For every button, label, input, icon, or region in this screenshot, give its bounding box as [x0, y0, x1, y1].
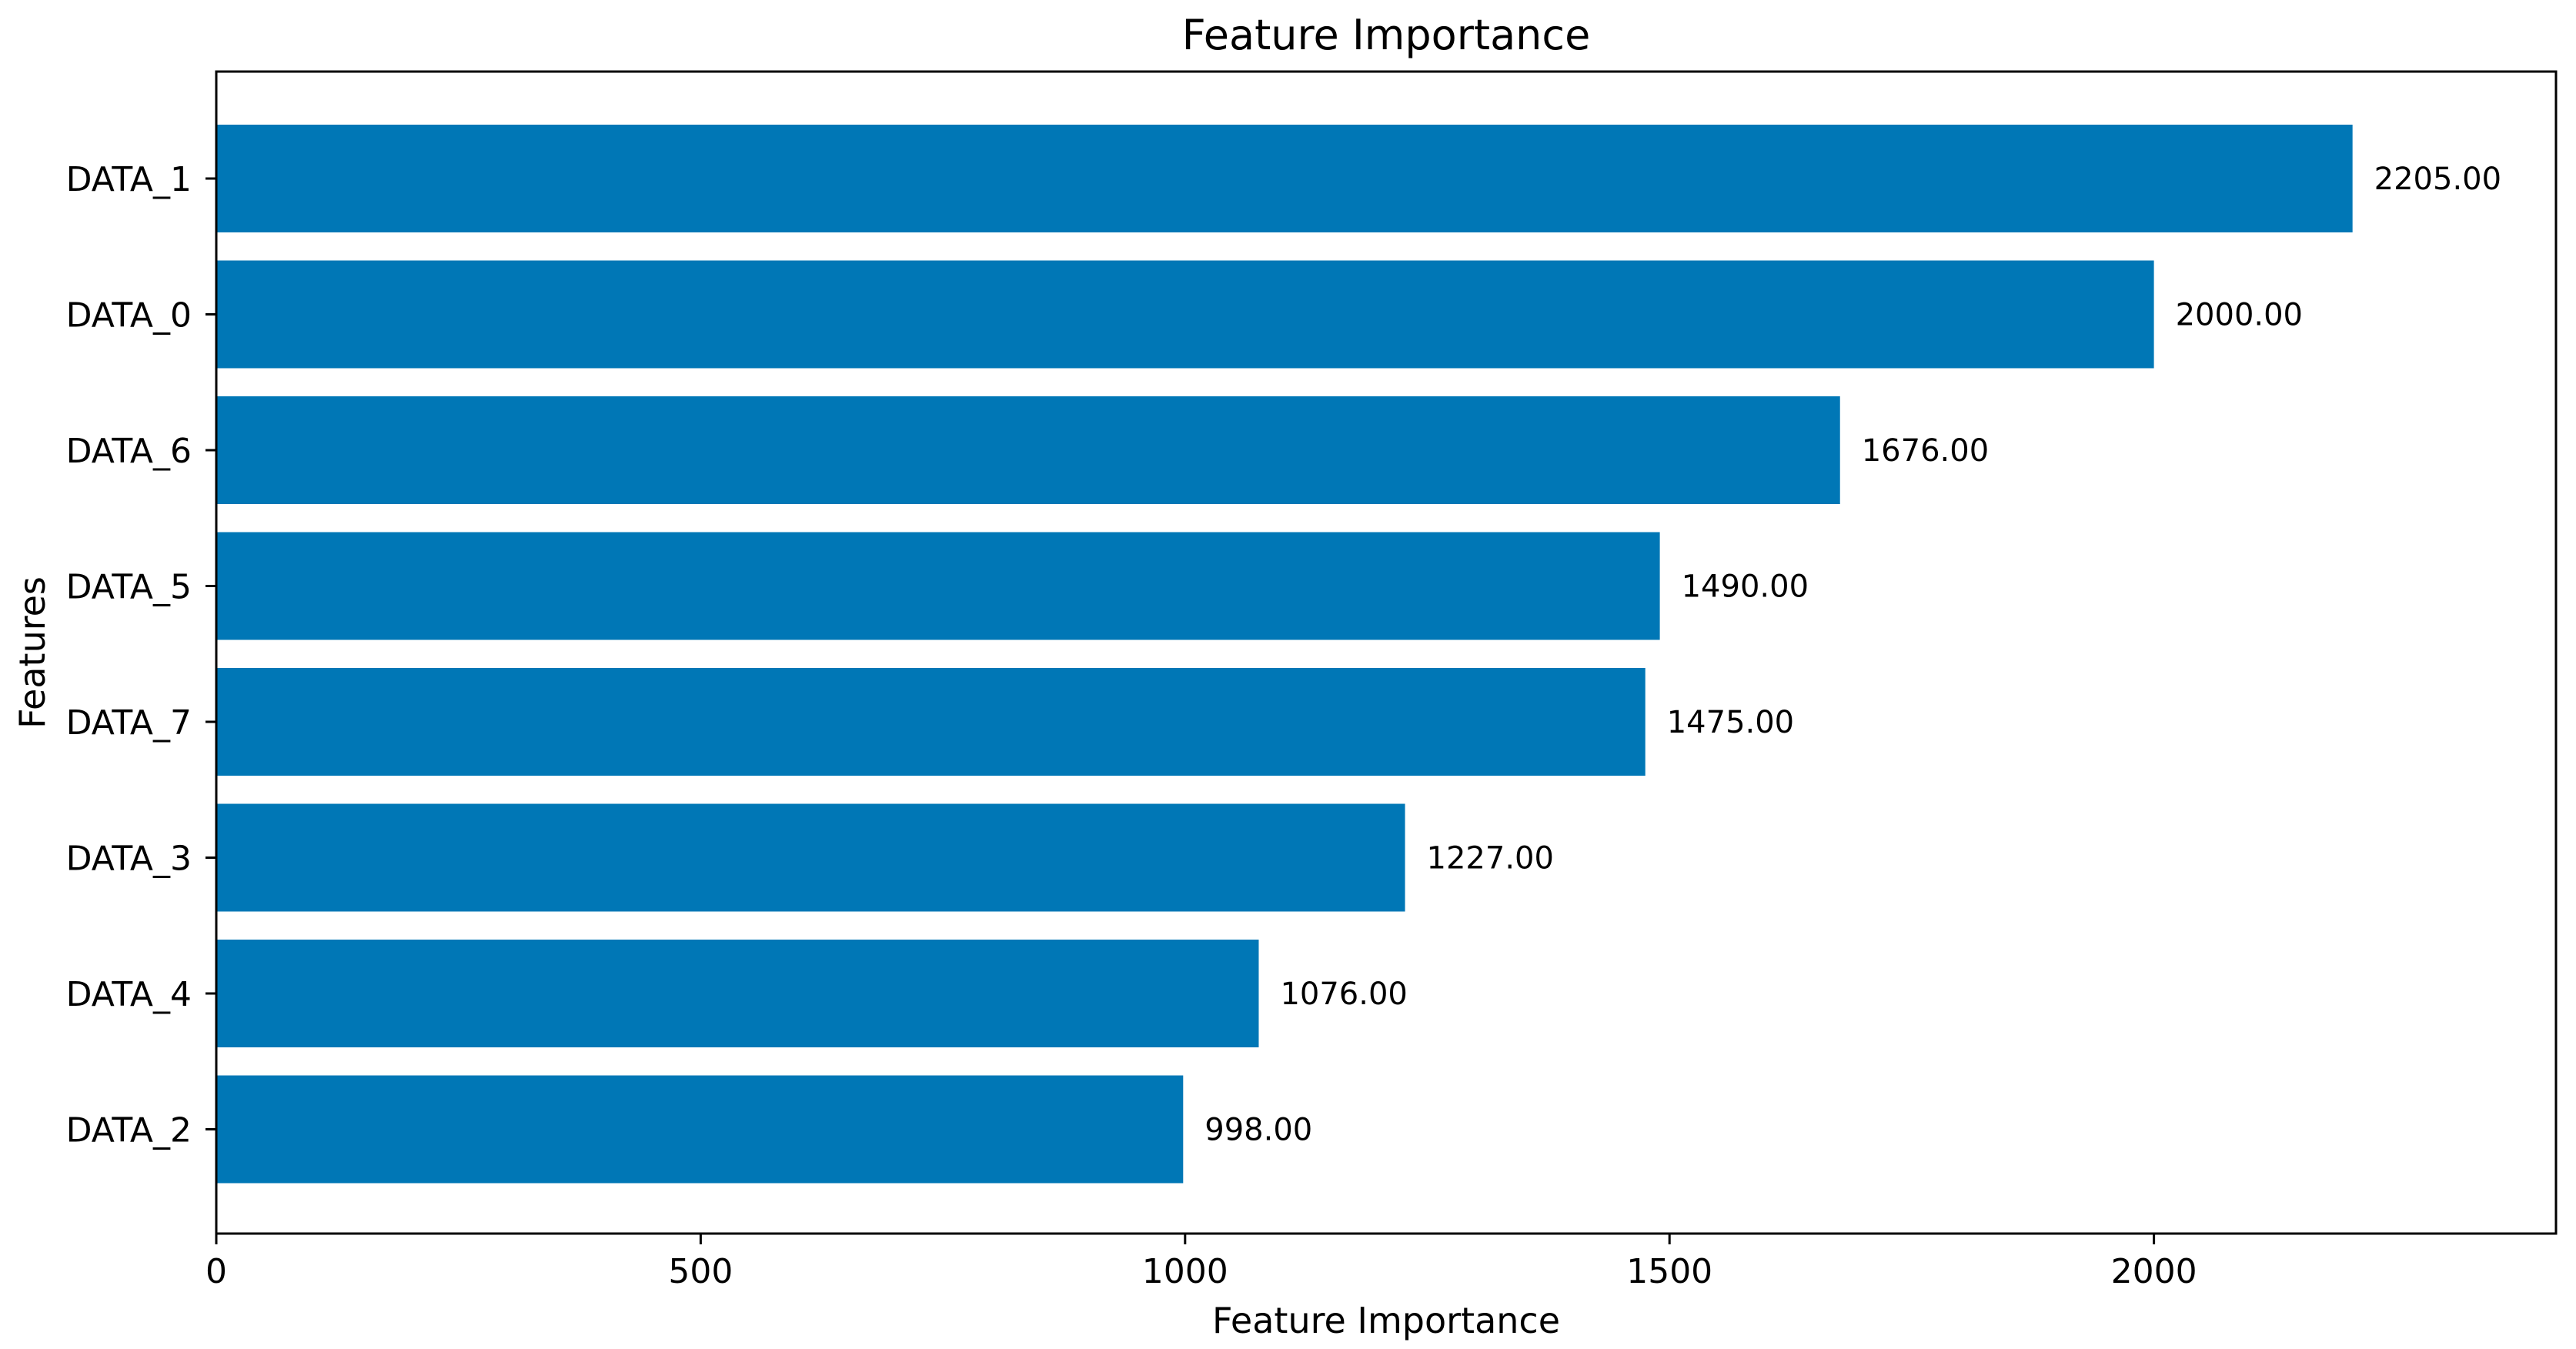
bar-data-3	[216, 803, 1405, 912]
bar-data-0	[216, 260, 2154, 369]
x-axis-ticks: 0 500 1000 1500 2000	[205, 1234, 2197, 1291]
bar-data-6	[216, 396, 1840, 504]
chart-title: Feature Importance	[1182, 11, 1591, 59]
x-tick-label: 0	[205, 1252, 227, 1291]
y-axis-ticks: DATA_1 DATA_0 DATA_6 DATA_5 DATA_7 DATA_3 DATA…	[66, 160, 216, 1150]
y-tick-label: DATA_2	[66, 1111, 192, 1150]
x-tick-label: 1000	[1142, 1252, 1228, 1291]
data-label: 2205.00	[2374, 162, 2501, 197]
data-label: 1227.00	[1427, 841, 1554, 877]
y-tick-label: DATA_7	[66, 703, 192, 743]
data-label: 998.00	[1204, 1113, 1312, 1148]
data-labels-layer: 2205.00 2000.00 1676.00 1490.00 1475.00 1227.…	[1204, 162, 2501, 1148]
y-tick-label: DATA_0	[66, 296, 192, 336]
bar-data-5	[216, 532, 1660, 640]
data-label: 1475.00	[1667, 705, 1794, 740]
y-tick-label: DATA_5	[66, 568, 192, 607]
y-tick-label: DATA_3	[66, 840, 192, 879]
data-label: 1076.00	[1280, 977, 1407, 1012]
x-axis-label: Feature Importance	[1212, 1300, 1560, 1341]
x-tick-label: 500	[668, 1252, 733, 1291]
x-tick-label: 1500	[1626, 1252, 1712, 1291]
plot-frame	[215, 70, 2558, 1235]
data-label: 1490.00	[1682, 569, 1809, 605]
bar-data-7	[216, 668, 1645, 776]
bars-layer	[216, 125, 2353, 1184]
bar-data-4	[216, 940, 1259, 1047]
bar-data-2	[216, 1075, 1184, 1184]
y-tick-label: DATA_4	[66, 975, 192, 1014]
y-tick-label: DATA_1	[66, 160, 192, 199]
bar-data-1	[216, 125, 2353, 232]
data-label: 1676.00	[1862, 433, 1989, 469]
x-tick-label: 2000	[2111, 1252, 2197, 1291]
y-axis-label: Features	[12, 576, 53, 729]
data-label: 2000.00	[2176, 298, 2303, 333]
y-tick-label: DATA_6	[66, 432, 192, 471]
